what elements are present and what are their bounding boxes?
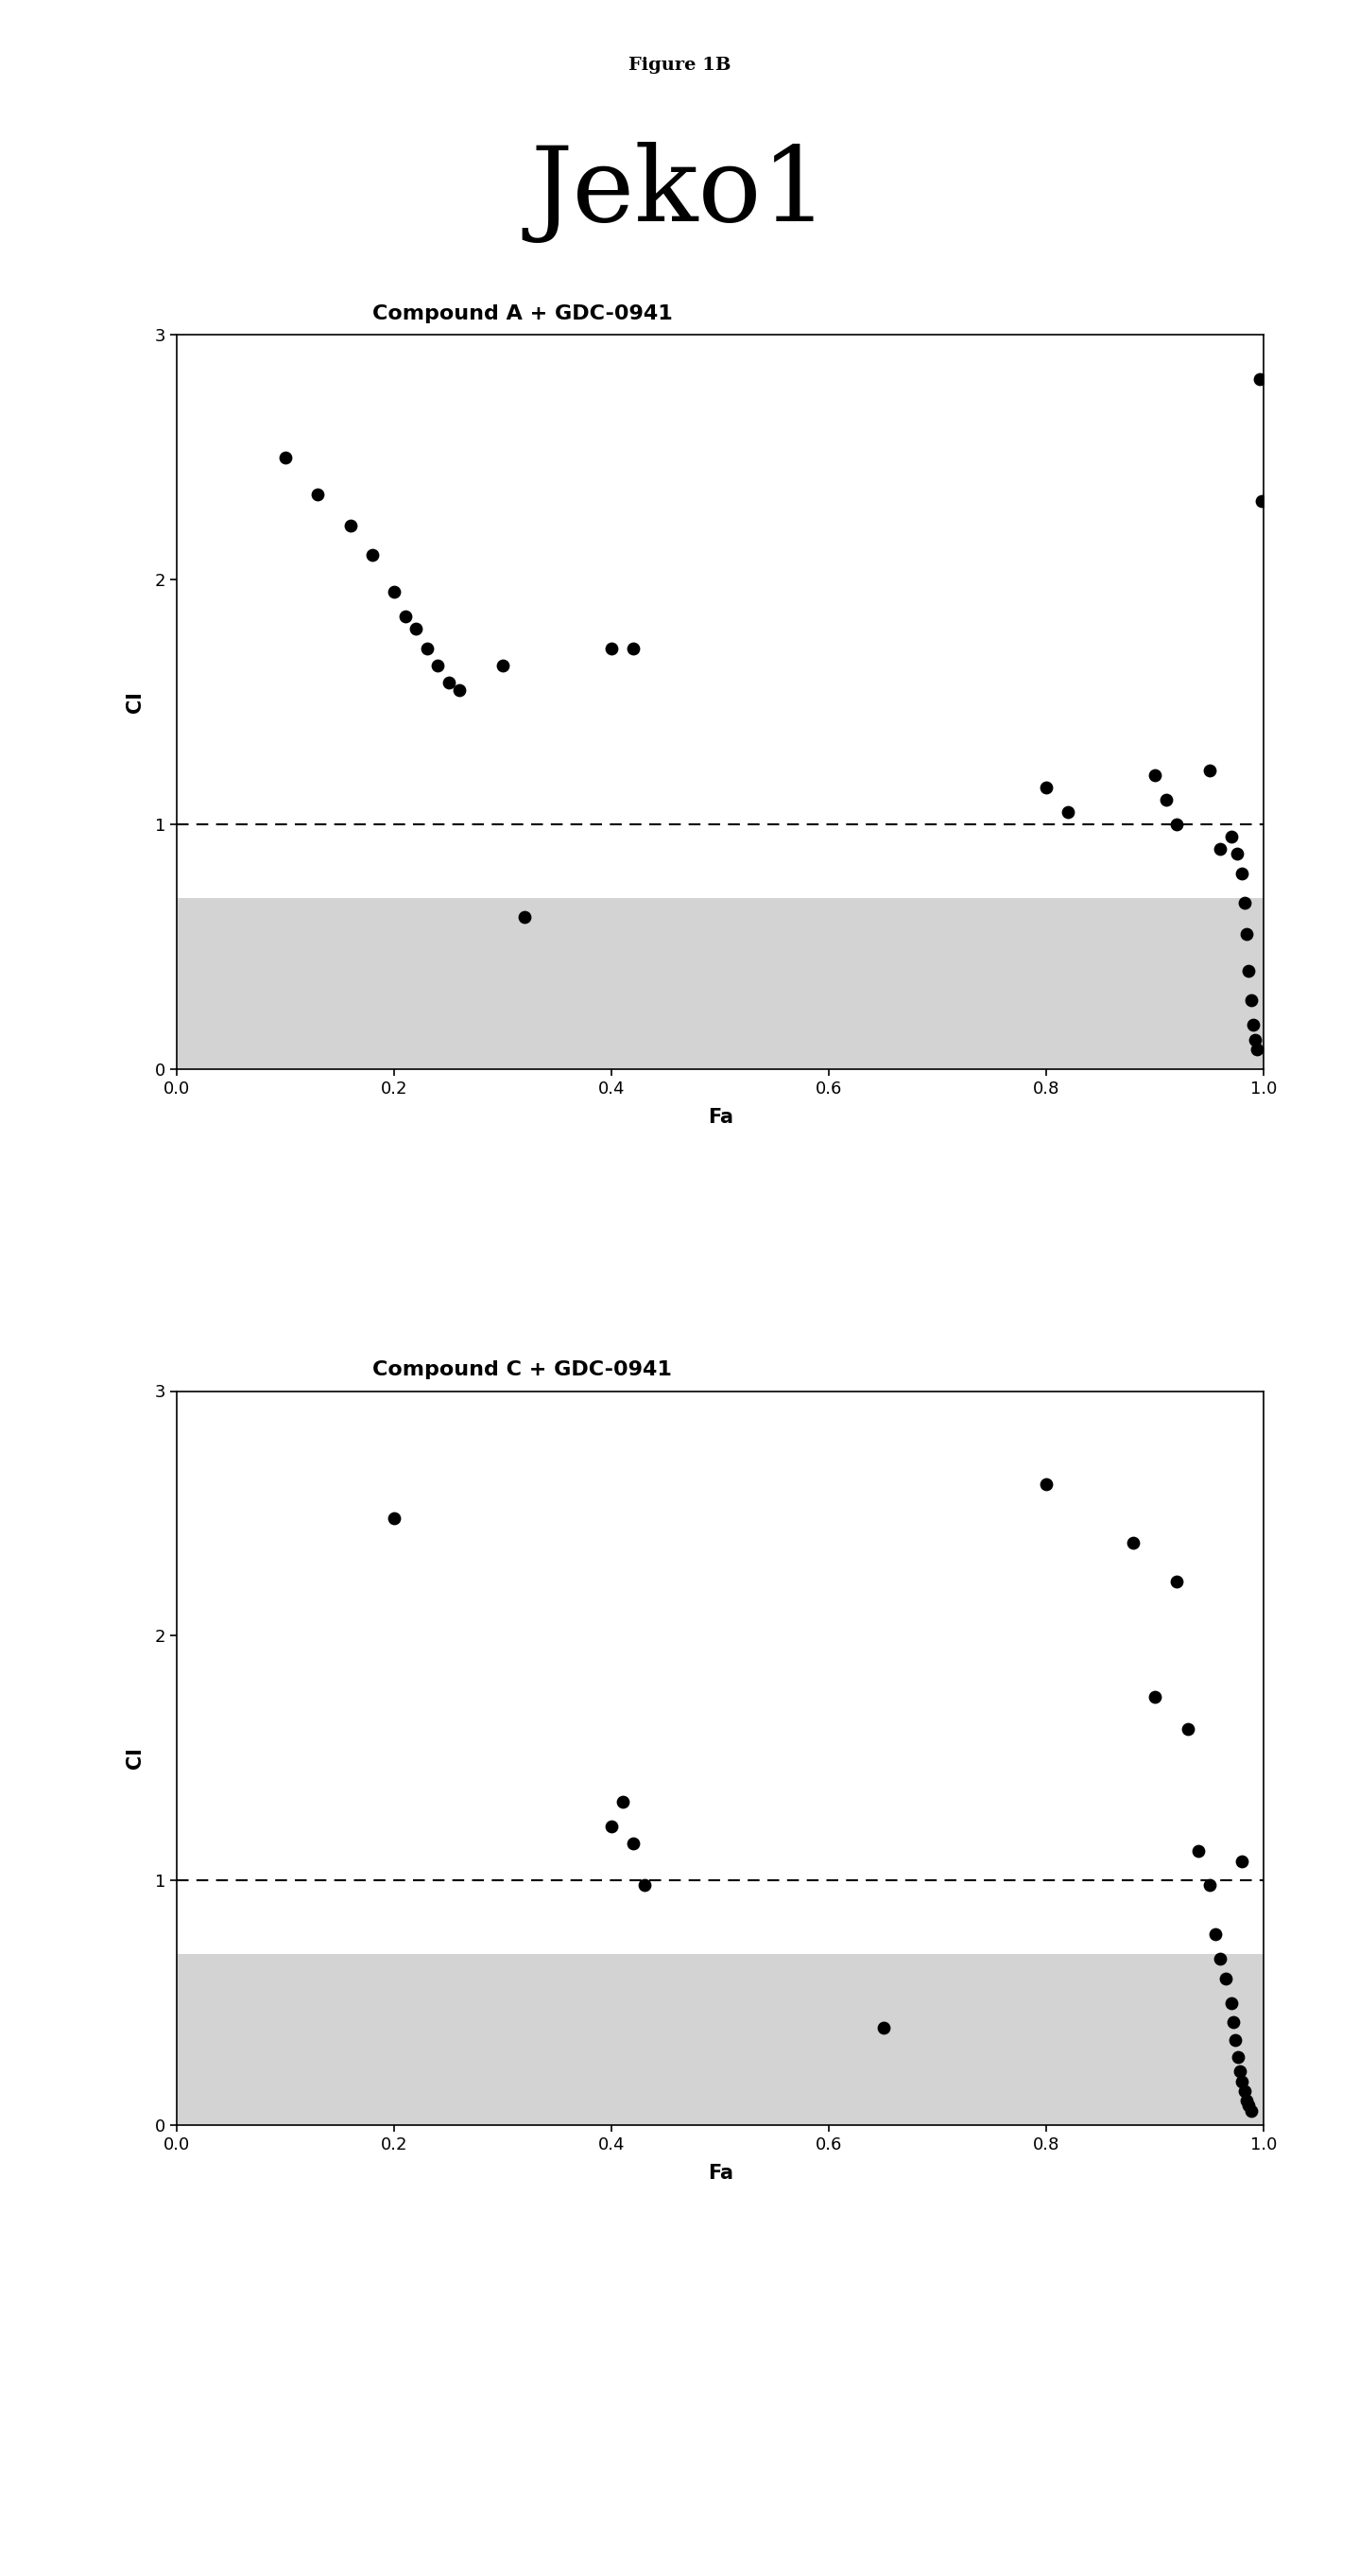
Point [1245,1020,1267,1061]
Point [1239,2089,1261,2130]
Point [1234,881,1256,922]
Point [1246,1028,1268,1069]
Point [1199,750,1220,791]
Point [307,474,329,515]
Point [416,629,438,670]
Point [1220,1984,1242,2025]
Point [1231,2061,1253,2102]
Point [394,595,416,636]
Point [1210,829,1231,871]
Point [1188,1832,1210,1873]
Point [1123,1522,1144,1564]
Point [383,1497,405,1538]
Point [1250,482,1272,523]
Point [1166,1561,1188,1602]
Point [1239,979,1261,1020]
Text: Compound A + GDC-0941: Compound A + GDC-0941 [372,304,673,322]
Point [1249,358,1271,399]
Point [1210,1937,1231,1978]
Point [1199,1865,1220,1906]
Point [383,572,405,613]
Point [622,629,644,670]
Point [1227,2035,1249,2076]
Point [1238,2084,1260,2125]
Point [1242,1005,1264,1046]
Point [438,662,459,703]
Point [405,608,427,649]
Point [1235,914,1257,956]
Point [448,670,470,711]
Point [427,644,448,685]
Point [1144,755,1166,796]
Text: Compound C + GDC-0941: Compound C + GDC-0941 [372,1360,671,1378]
Point [1036,768,1057,809]
Point [275,438,296,479]
Bar [177,899,1264,1069]
Point [622,1824,644,1865]
Point [1235,2081,1257,2123]
Point [340,505,361,546]
Point [1057,791,1079,832]
Text: Jeko1: Jeko1 [530,142,829,242]
Point [1166,804,1188,845]
Point [361,536,383,577]
Point [514,896,535,938]
Point [1231,853,1253,894]
Y-axis label: CI: CI [125,690,144,714]
Point [1229,2050,1250,2092]
Point [1220,817,1242,858]
Point [1231,1839,1253,1880]
Point [601,1806,622,1847]
Point [1234,2071,1256,2112]
Point [601,629,622,670]
Text: Figure 1B: Figure 1B [628,57,731,75]
Point [1144,1677,1166,1718]
Point [1204,1914,1226,1955]
X-axis label: Fa: Fa [708,2164,733,2182]
Point [1036,1463,1057,1504]
Bar [177,1955,1264,2125]
Point [612,1783,633,1824]
Point [1238,951,1260,992]
Point [1177,1708,1199,1749]
Point [872,2007,894,2048]
Point [492,644,514,685]
Y-axis label: CI: CI [125,1747,144,1770]
Point [1223,2002,1245,2043]
Point [1215,1958,1237,1999]
Point [1155,781,1177,822]
X-axis label: Fa: Fa [708,1108,733,1126]
Point [633,1865,655,1906]
Point [1224,2020,1246,2061]
Point [1226,832,1248,873]
